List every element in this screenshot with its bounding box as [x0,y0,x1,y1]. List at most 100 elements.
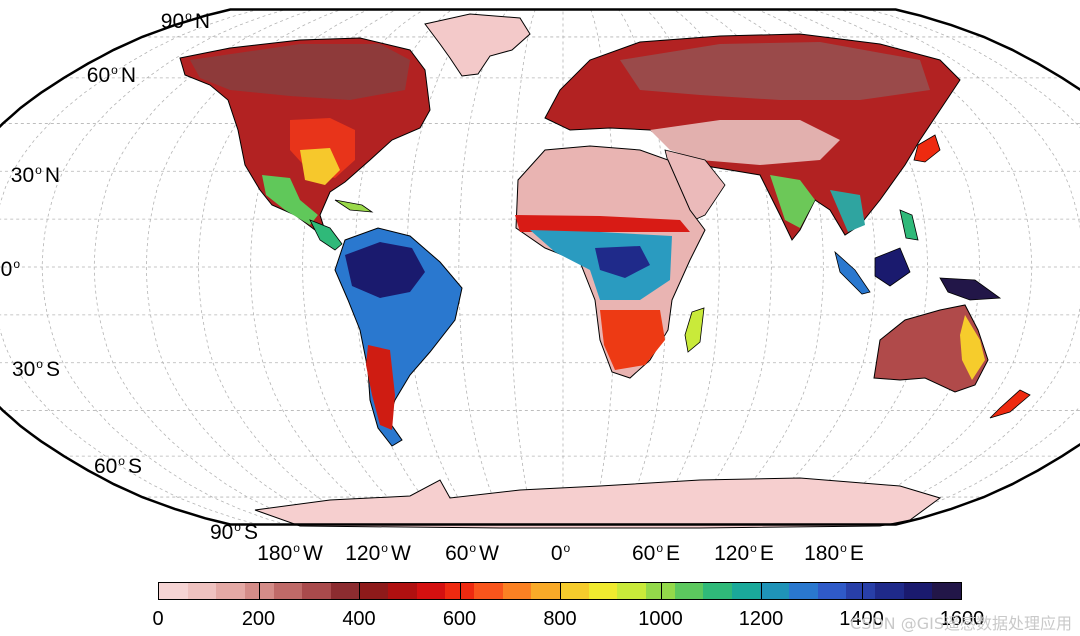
lon-label-180e: 180o E [804,541,864,565]
landmass-greenland [424,13,531,77]
map-outline [0,8,1080,526]
lon-label-0: 0o [550,541,571,565]
meridian-line [302,9,425,525]
lat-label-30s: 30o S [11,357,60,381]
colorbar-cell [302,583,331,599]
meridian-line [645,9,720,525]
meridian-line [0,9,259,525]
colorbar-tick-label: 1400 [839,608,884,630]
lat-label-60n: 60o N [86,63,136,87]
lat-90s-hemi: S [243,521,258,544]
colorbar-cell [674,583,704,599]
landmass-new-zealand [989,389,1031,419]
colorbar-cell [559,583,589,599]
colorbar-tick-label: 1600 [939,608,985,630]
lat-label-30n: 30o N [10,163,60,187]
colorbar-major-tick [459,582,461,600]
lon-120e-hemi: E [759,542,774,565]
colorbar-cell [789,583,818,599]
lat-0-value: 0 [0,258,13,281]
lon-60w-value: 60 [445,542,469,565]
region-mexico [262,175,318,225]
land-layer [179,13,1031,529]
lat-60s-hemi: S [127,455,142,478]
colorbar-tick-label: 800 [543,608,577,630]
colorbar-cell [817,583,847,599]
colorbar-cell [159,583,188,599]
lon-120w-hemi: W [390,542,411,565]
colorbar-cell [846,583,876,599]
landmass-central-america [309,219,343,251]
colorbar-cell [645,583,675,599]
lat-30n-value: 30 [10,164,35,187]
region-australia-east [960,315,985,380]
colorbar-cell [273,583,303,599]
lon-60e-hemi: E [666,542,681,565]
colorbar [158,582,962,600]
lon-0-value: 0 [550,542,563,565]
landmass-borneo [874,247,911,287]
lon-label-60w: 60o W [445,541,499,565]
colorbar-cell [216,583,245,599]
region-amazon [345,242,425,298]
lat-30n-hemi: N [44,164,60,187]
region-sahel [515,215,690,232]
lon-180w-value: 180 [257,542,293,565]
colorbar-major-tick [560,582,561,600]
region-southeast-asia [830,190,865,232]
colorbar-cell [187,583,217,599]
region-congo-basin [595,246,650,278]
landmass-new-guinea [939,277,1002,301]
colorbar-major-tick [359,582,360,600]
colorbar-cell [617,583,646,599]
landmass-sumatra [834,250,871,295]
colorbar-tick-label: 600 [442,608,477,630]
landmass-madagascar [684,307,705,353]
meridian-line [840,9,1080,525]
colorbar-tick-label: 400 [342,608,376,630]
colorbar-cell [330,583,360,599]
colorbar-cell [502,583,532,599]
colorbar-tick-label: 200 [241,608,276,630]
colorbar-cell [903,583,933,599]
lat-label-90n: 90o N [160,9,210,33]
lat-label-90s: 90o S [209,520,258,544]
lat-label-0: 0o [0,257,20,281]
lat-90n-hemi: N [194,10,210,33]
lat-90s-value: 90 [209,521,234,544]
lon-label-120e: 120o E [714,541,774,565]
lon-180w-hemi: W [302,542,323,565]
lon-180e-value: 180 [804,542,840,565]
lon-label-60e: 60o E [631,541,681,565]
lon-120e-value: 120 [714,542,750,565]
colorbar-tick-label: 0 [152,608,164,630]
lon-label-120w: 120o W [345,541,411,565]
colorbar-tick-label: 1200 [738,608,784,630]
watermark-text: CSDN @GIS遥感数据处理应用 [850,614,1072,633]
colorbar-cell [932,583,961,599]
colorbar-cell [531,583,560,599]
colorbar-major-tick [660,582,662,600]
region-n-america-north [190,44,410,100]
landmass-antarctica [254,477,942,529]
colorbar-cell [760,583,790,599]
region-siberia [620,42,930,100]
colorbar-tick-label: 1000 [638,608,683,630]
lon-60w-hemi: W [479,542,499,565]
lat-30s-value: 30 [11,358,36,381]
meridian-line [41,9,286,525]
region-n-america-southeast [300,148,340,185]
region-south-asia [770,175,815,228]
landmass-australia [873,304,989,393]
lat-90n-value: 90 [160,10,185,33]
colorbar-cell [703,583,732,599]
colorbar-cell [875,583,904,599]
colorbar-major-tick [258,582,260,600]
lat-60n-value: 60 [86,64,111,87]
lat-30s-hemi: S [45,358,60,381]
lat-label-60s: 60o S [93,454,142,478]
region-southern-africa [600,310,665,370]
lon-label-180w: 180o W [257,541,323,565]
colorbar-cell [474,583,503,599]
